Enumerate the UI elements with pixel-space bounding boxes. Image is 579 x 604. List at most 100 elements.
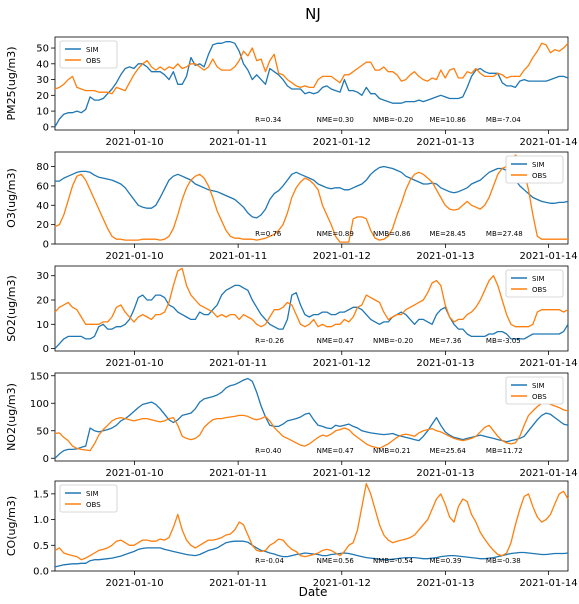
stat-annotation: R=0.34 bbox=[255, 116, 282, 124]
x-tick-label: 2021-01-13 bbox=[416, 358, 474, 369]
legend-label-sim: SIM bbox=[532, 161, 545, 169]
panel-2: 0 20 40 60 80 2021-01-10 2021-01-11 2021-01-12 2… bbox=[5, 151, 578, 262]
x-tick-label: 2021-01-11 bbox=[209, 251, 267, 262]
x-tick-label: 2021-01-10 bbox=[105, 468, 163, 479]
series-line-sim bbox=[54, 377, 569, 459]
figure-title: NJ bbox=[305, 5, 321, 23]
series-line-obs bbox=[54, 482, 569, 561]
stat-annotation: NMB=-0.54 bbox=[373, 557, 414, 565]
x-tick-label: 2021-01-14 bbox=[519, 578, 577, 589]
series-line-sim bbox=[55, 165, 569, 219]
x-tick-label: 2021-01-14 bbox=[519, 251, 577, 262]
y-tick-label: 1.0 bbox=[33, 515, 49, 526]
y-tick-label: 0 bbox=[43, 344, 49, 355]
y-tick-label: 40 bbox=[36, 59, 49, 70]
stat-annotation: NMB=-0.20 bbox=[373, 116, 413, 124]
plot-frame bbox=[54, 480, 569, 572]
stat-annotation: NMB=0.21 bbox=[373, 447, 411, 455]
x-tick-label: 2021-01-14 bbox=[519, 358, 577, 369]
legend-label-sim: SIM bbox=[532, 382, 545, 390]
x-tick-label: 2021-01-10 bbox=[105, 137, 163, 148]
legend-label-obs: OBS bbox=[86, 501, 101, 509]
x-tick-label: 2021-01-11 bbox=[209, 468, 267, 479]
stat-annotation: MB=-0.38 bbox=[486, 557, 521, 565]
stat-annotation: NME=0.47 bbox=[317, 447, 354, 455]
y-tick-label: 60 bbox=[36, 181, 49, 192]
series-line-obs bbox=[54, 154, 568, 243]
series-line-sim bbox=[54, 41, 569, 128]
legend-box bbox=[59, 484, 118, 513]
x-tick-label: 2021-01-12 bbox=[313, 137, 371, 148]
x-tick-label: 2021-01-13 bbox=[416, 578, 474, 589]
y-tick-label: 0.0 bbox=[33, 567, 49, 578]
series-line-obs bbox=[54, 401, 569, 452]
y-tick-label: 0 bbox=[43, 122, 49, 133]
stat-annotation: NME=0.47 bbox=[317, 337, 354, 345]
x-tick-label: 2021-01-11 bbox=[209, 578, 267, 589]
plot-frame bbox=[54, 265, 569, 352]
series-line-obs bbox=[54, 42, 569, 95]
stat-annotation: NMB=-0.20 bbox=[373, 337, 413, 345]
y-tick-label: 80 bbox=[36, 162, 49, 173]
legend: SIM OBS bbox=[505, 155, 564, 184]
x-tick-label: 2021-01-14 bbox=[519, 468, 577, 479]
series-line-sim bbox=[54, 540, 569, 568]
y-axis-label: NO2(ug/m3) bbox=[5, 383, 18, 451]
series-line-obs bbox=[54, 267, 569, 328]
chart-panels: 0 10 20 30 40 50 2021-01-10 2021-01-11 2021-01-1… bbox=[5, 36, 578, 589]
y-tick-label: 30 bbox=[36, 75, 49, 86]
panel-1: 0 10 20 30 40 50 2021-01-10 2021-01-11 2021-01-1… bbox=[5, 36, 578, 148]
panel-4: 0 50 100 150 2021-01-10 2021-01-11 2021-01-12 2… bbox=[5, 371, 578, 479]
legend-label-sim: SIM bbox=[86, 46, 99, 54]
y-axis-label: CO(ug/m3) bbox=[5, 496, 18, 556]
x-tick-label: 2021-01-10 bbox=[105, 578, 163, 589]
stat-annotation: MB=-7.04 bbox=[486, 116, 521, 124]
x-tick-label: 2021-01-12 bbox=[313, 251, 371, 262]
stat-annotation: ME=28.45 bbox=[429, 230, 465, 238]
legend-label-obs: OBS bbox=[532, 172, 547, 180]
stat-annotation: NME=0.56 bbox=[317, 557, 355, 565]
plot-frame bbox=[54, 151, 569, 245]
y-tick-label: 40 bbox=[36, 201, 49, 212]
plot-frame bbox=[54, 372, 569, 462]
stat-annotation: NMB=0.86 bbox=[373, 230, 411, 238]
stat-annotation: MB=-3.05 bbox=[486, 337, 521, 345]
legend: SIM OBS bbox=[59, 40, 118, 69]
stat-annotation: MB=27.48 bbox=[486, 230, 523, 238]
y-tick-label: 0 bbox=[43, 240, 49, 251]
stat-annotation: R=0.76 bbox=[255, 230, 282, 238]
y-tick-label: 0 bbox=[43, 454, 49, 465]
x-tick-label: 2021-01-12 bbox=[313, 358, 371, 369]
stat-annotation: ME=0.39 bbox=[429, 557, 461, 565]
stat-annotation: ME=7.36 bbox=[429, 337, 461, 345]
stat-annotation: MB=11.72 bbox=[486, 447, 523, 455]
y-axis-label: SO2(ug/m3) bbox=[5, 275, 18, 342]
series-line-sim bbox=[54, 284, 569, 350]
y-tick-label: 100 bbox=[30, 399, 49, 410]
legend-box bbox=[505, 155, 564, 184]
stat-annotation: R=-0.04 bbox=[255, 557, 284, 565]
x-tick-label: 2021-01-10 bbox=[105, 358, 163, 369]
legend-box bbox=[59, 40, 118, 69]
x-tick-label: 2021-01-10 bbox=[105, 251, 163, 262]
legend-label-obs: OBS bbox=[532, 393, 547, 401]
stat-annotation: R=0.40 bbox=[255, 447, 281, 455]
legend-label-sim: SIM bbox=[86, 490, 99, 498]
y-tick-label: 50 bbox=[36, 426, 49, 437]
x-tick-label: 2021-01-11 bbox=[209, 358, 267, 369]
legend-label-sim: SIM bbox=[532, 275, 545, 283]
stat-annotation: ME=10.86 bbox=[429, 116, 466, 124]
legend-box bbox=[505, 376, 564, 405]
x-tick-label: 2021-01-13 bbox=[416, 137, 474, 148]
legend: SIM OBS bbox=[505, 269, 564, 298]
stat-annotation: ME=25.64 bbox=[429, 447, 466, 455]
x-axis-label: Date bbox=[299, 585, 328, 599]
x-tick-label: 2021-01-11 bbox=[209, 137, 267, 148]
stat-annotation: NME=0.30 bbox=[317, 116, 354, 124]
stat-annotation: R=-0.26 bbox=[255, 337, 284, 345]
y-axis-label: PM25(ug/m3) bbox=[5, 46, 18, 120]
y-tick-label: 150 bbox=[30, 371, 49, 382]
y-tick-label: 20 bbox=[36, 296, 49, 307]
legend: SIM OBS bbox=[505, 376, 564, 405]
